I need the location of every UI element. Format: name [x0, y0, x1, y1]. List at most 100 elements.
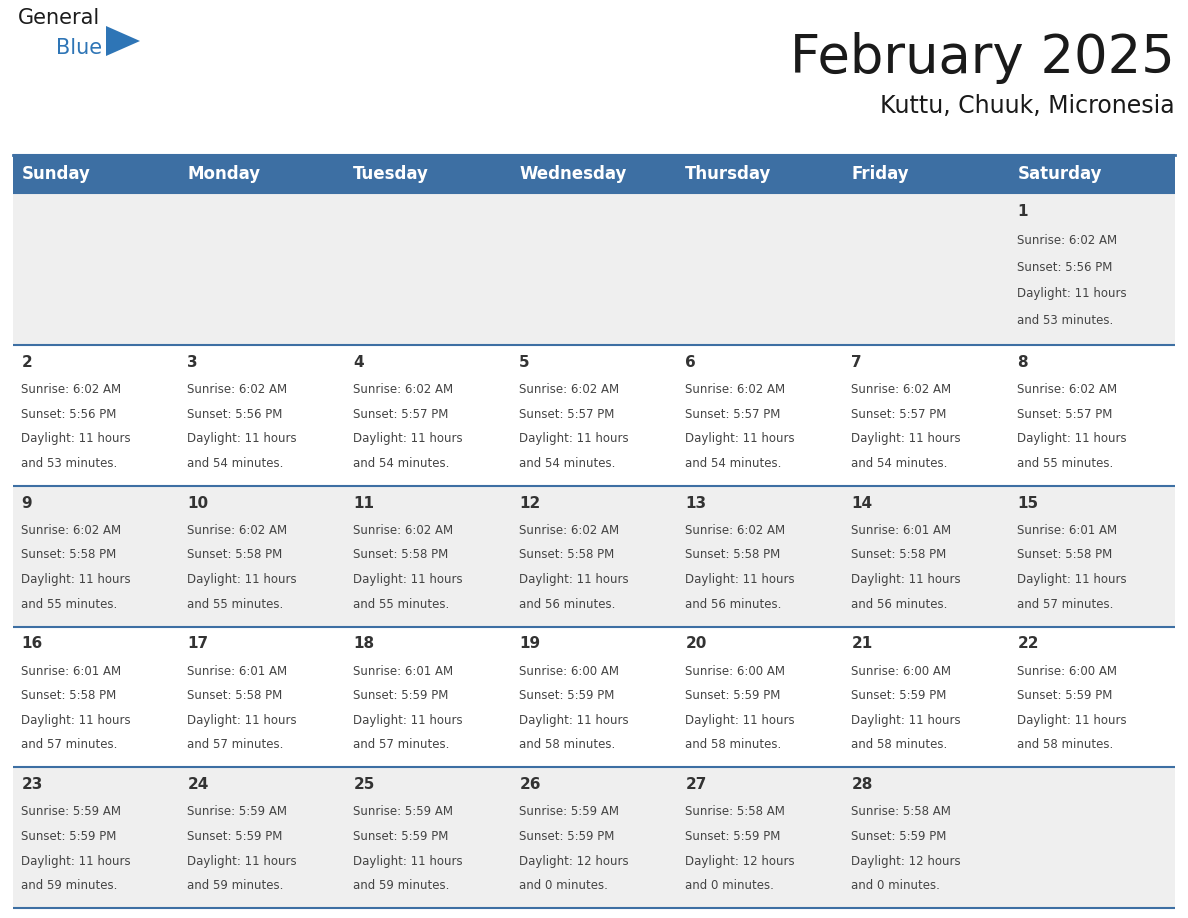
Bar: [511, 155, 677, 193]
Text: 4: 4: [353, 355, 364, 370]
Text: 1: 1: [1017, 204, 1028, 218]
Text: 5: 5: [519, 355, 530, 370]
Text: Sunset: 5:57 PM: Sunset: 5:57 PM: [685, 408, 781, 420]
Text: Sunset: 5:59 PM: Sunset: 5:59 PM: [188, 830, 283, 843]
Text: Sunrise: 6:00 AM: Sunrise: 6:00 AM: [685, 665, 785, 677]
Bar: [1009, 155, 1175, 193]
Text: and 55 minutes.: and 55 minutes.: [1017, 457, 1113, 470]
Text: Sunrise: 6:02 AM: Sunrise: 6:02 AM: [21, 383, 121, 396]
Text: Sunrise: 6:02 AM: Sunrise: 6:02 AM: [1017, 234, 1118, 247]
Text: and 58 minutes.: and 58 minutes.: [685, 738, 782, 752]
Text: and 54 minutes.: and 54 minutes.: [685, 457, 782, 470]
Text: 9: 9: [21, 496, 32, 510]
Bar: [677, 767, 843, 908]
Text: Sunrise: 6:00 AM: Sunrise: 6:00 AM: [519, 665, 619, 677]
Text: and 55 minutes.: and 55 minutes.: [21, 598, 118, 610]
Text: and 0 minutes.: and 0 minutes.: [852, 879, 940, 892]
Text: 27: 27: [685, 778, 707, 792]
Text: Sunrise: 6:02 AM: Sunrise: 6:02 AM: [685, 524, 785, 537]
Text: Sunrise: 6:02 AM: Sunrise: 6:02 AM: [519, 383, 619, 396]
Text: Sunrise: 6:02 AM: Sunrise: 6:02 AM: [685, 383, 785, 396]
Text: 6: 6: [685, 355, 696, 370]
Text: and 58 minutes.: and 58 minutes.: [1017, 738, 1113, 752]
Text: Daylight: 11 hours: Daylight: 11 hours: [519, 573, 628, 586]
Text: 22: 22: [1017, 636, 1038, 652]
Text: Sunrise: 6:00 AM: Sunrise: 6:00 AM: [1017, 665, 1117, 677]
Bar: [345, 345, 511, 486]
Text: Daylight: 11 hours: Daylight: 11 hours: [519, 432, 628, 445]
Text: 3: 3: [188, 355, 198, 370]
Text: Sunset: 5:58 PM: Sunset: 5:58 PM: [685, 548, 781, 562]
Text: 20: 20: [685, 636, 707, 652]
Text: Sunset: 5:56 PM: Sunset: 5:56 PM: [1017, 261, 1113, 274]
Text: Daylight: 11 hours: Daylight: 11 hours: [1017, 432, 1127, 445]
Text: and 54 minutes.: and 54 minutes.: [852, 457, 948, 470]
Text: Sunrise: 5:58 AM: Sunrise: 5:58 AM: [852, 805, 952, 818]
Text: Sunrise: 6:02 AM: Sunrise: 6:02 AM: [1017, 383, 1118, 396]
Text: Friday: Friday: [852, 165, 909, 183]
Text: Kuttu, Chuuk, Micronesia: Kuttu, Chuuk, Micronesia: [880, 94, 1175, 118]
Bar: [345, 626, 511, 767]
Bar: [179, 193, 345, 345]
Bar: [843, 767, 1009, 908]
Text: Sunset: 5:57 PM: Sunset: 5:57 PM: [519, 408, 614, 420]
Bar: [1009, 345, 1175, 486]
Bar: [843, 486, 1009, 626]
Bar: [843, 193, 1009, 345]
Text: and 59 minutes.: and 59 minutes.: [21, 879, 118, 892]
Text: and 58 minutes.: and 58 minutes.: [852, 738, 948, 752]
Text: Daylight: 11 hours: Daylight: 11 hours: [852, 573, 961, 586]
Bar: [511, 626, 677, 767]
Text: Blue: Blue: [56, 38, 102, 58]
Text: and 53 minutes.: and 53 minutes.: [21, 457, 118, 470]
Text: and 54 minutes.: and 54 minutes.: [519, 457, 615, 470]
Text: Daylight: 11 hours: Daylight: 11 hours: [188, 714, 297, 727]
Bar: [677, 345, 843, 486]
Text: Daylight: 11 hours: Daylight: 11 hours: [21, 714, 131, 727]
Text: Daylight: 11 hours: Daylight: 11 hours: [1017, 287, 1127, 300]
Text: General: General: [18, 8, 100, 28]
Text: Sunrise: 6:01 AM: Sunrise: 6:01 AM: [852, 524, 952, 537]
Text: Daylight: 11 hours: Daylight: 11 hours: [1017, 573, 1127, 586]
Text: Sunset: 5:58 PM: Sunset: 5:58 PM: [1017, 548, 1112, 562]
Text: Daylight: 11 hours: Daylight: 11 hours: [21, 855, 131, 868]
Bar: [13, 193, 179, 345]
Text: Sunrise: 6:01 AM: Sunrise: 6:01 AM: [1017, 524, 1118, 537]
Text: Daylight: 11 hours: Daylight: 11 hours: [188, 432, 297, 445]
Text: and 57 minutes.: and 57 minutes.: [1017, 598, 1113, 610]
Text: 15: 15: [1017, 496, 1038, 510]
Text: and 56 minutes.: and 56 minutes.: [685, 598, 782, 610]
Text: Sunset: 5:59 PM: Sunset: 5:59 PM: [1017, 689, 1113, 702]
Text: 25: 25: [353, 778, 374, 792]
Text: Sunrise: 6:02 AM: Sunrise: 6:02 AM: [21, 524, 121, 537]
Bar: [13, 767, 179, 908]
Bar: [677, 486, 843, 626]
Text: and 54 minutes.: and 54 minutes.: [188, 457, 284, 470]
Bar: [345, 193, 511, 345]
Text: Daylight: 11 hours: Daylight: 11 hours: [21, 432, 131, 445]
Text: Sunset: 5:58 PM: Sunset: 5:58 PM: [353, 548, 449, 562]
Bar: [345, 767, 511, 908]
Bar: [13, 626, 179, 767]
Text: Sunset: 5:59 PM: Sunset: 5:59 PM: [852, 689, 947, 702]
Text: Sunday: Sunday: [21, 165, 90, 183]
Text: Sunset: 5:58 PM: Sunset: 5:58 PM: [188, 548, 283, 562]
Text: 21: 21: [852, 636, 872, 652]
Text: Daylight: 11 hours: Daylight: 11 hours: [852, 714, 961, 727]
Text: Sunset: 5:59 PM: Sunset: 5:59 PM: [21, 830, 116, 843]
Text: Tuesday: Tuesday: [353, 165, 429, 183]
Text: Daylight: 11 hours: Daylight: 11 hours: [353, 714, 463, 727]
Bar: [843, 626, 1009, 767]
Text: Daylight: 11 hours: Daylight: 11 hours: [1017, 714, 1127, 727]
Text: Sunset: 5:59 PM: Sunset: 5:59 PM: [852, 830, 947, 843]
Text: Sunrise: 6:02 AM: Sunrise: 6:02 AM: [188, 524, 287, 537]
Text: 8: 8: [1017, 355, 1028, 370]
Bar: [13, 345, 179, 486]
Text: Sunrise: 5:58 AM: Sunrise: 5:58 AM: [685, 805, 785, 818]
Bar: [345, 155, 511, 193]
Text: Sunrise: 6:02 AM: Sunrise: 6:02 AM: [519, 524, 619, 537]
Bar: [511, 345, 677, 486]
Text: Daylight: 11 hours: Daylight: 11 hours: [685, 573, 795, 586]
Bar: [179, 767, 345, 908]
Text: and 58 minutes.: and 58 minutes.: [519, 738, 615, 752]
